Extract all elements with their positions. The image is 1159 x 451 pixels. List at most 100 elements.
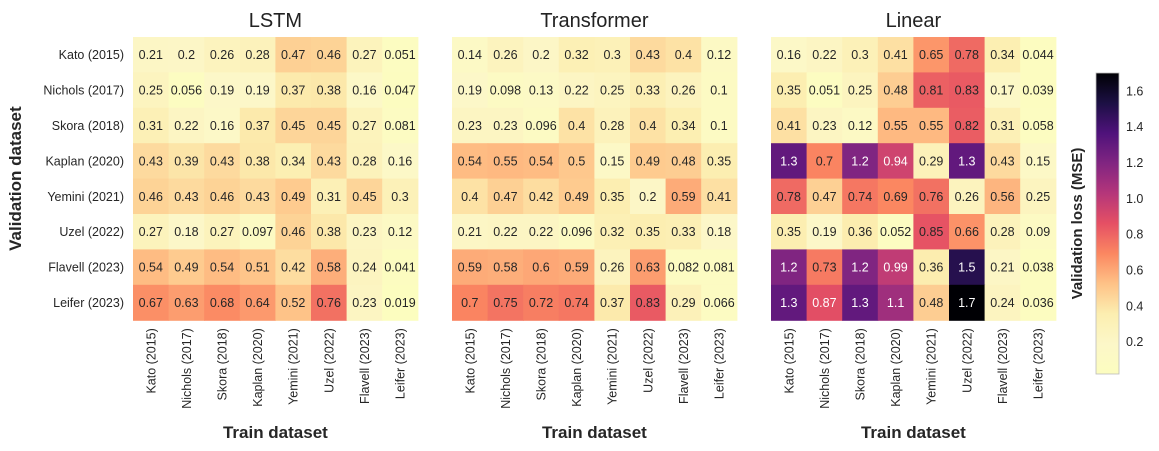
heatmap-cell bbox=[842, 214, 879, 250]
heatmap-cell bbox=[523, 214, 560, 250]
cell-value-label: 0.7 bbox=[816, 154, 833, 168]
heatmap-cell bbox=[168, 178, 205, 215]
cell-value-label: 0.65 bbox=[919, 48, 943, 62]
heatmap-cell bbox=[487, 178, 524, 215]
heatmap-cell bbox=[594, 107, 631, 144]
heatmap-cell bbox=[877, 37, 914, 73]
heatmap-cell bbox=[558, 107, 595, 144]
cell-value-label: 0.43 bbox=[636, 48, 660, 62]
heatmap-panel-1: LSTM 0.21 0.2 0.26 0.28 0.47 0.46 0.27 0.051 0.25… bbox=[6, 10, 419, 442]
cell-value-label: 0.47 bbox=[812, 190, 836, 204]
heatmap-cell bbox=[168, 37, 205, 73]
cell-value-label: 0.81 bbox=[919, 84, 943, 98]
heatmap-cell bbox=[558, 178, 595, 215]
heatmap-cell bbox=[558, 214, 595, 250]
heatmap-cell bbox=[382, 107, 419, 144]
cell-value-label: 0.21 bbox=[990, 261, 1014, 275]
x-tick-label: Skora (2018) bbox=[854, 328, 868, 400]
heatmap-cell bbox=[701, 107, 738, 144]
heatmap-cell bbox=[842, 143, 879, 180]
cell-value-label: 0.24 bbox=[352, 261, 376, 275]
heatmap-cell bbox=[949, 107, 986, 144]
heatmap-cell bbox=[558, 284, 595, 321]
heatmap-cell bbox=[133, 249, 170, 286]
heatmap-cell bbox=[842, 284, 879, 321]
cell-value-label: 0.23 bbox=[458, 119, 482, 133]
heatmap-cell bbox=[771, 107, 808, 144]
heatmap-cell bbox=[382, 214, 419, 250]
x-axis-label: Train dataset bbox=[223, 423, 328, 442]
cell-value-label: 0.23 bbox=[352, 296, 376, 310]
heatmap-cell bbox=[594, 72, 631, 109]
heatmap-cell bbox=[382, 178, 419, 215]
heatmap-cell bbox=[984, 107, 1021, 144]
y-tick-label: Skora (2018) bbox=[52, 119, 124, 133]
heatmap-cell bbox=[452, 72, 489, 109]
cell-value-label: 0.16 bbox=[352, 84, 376, 98]
cell-value-label: 0.67 bbox=[139, 296, 163, 310]
heatmap-cell bbox=[168, 107, 205, 144]
heatmap-cell bbox=[701, 284, 738, 321]
cell-value-label: 0.17 bbox=[990, 84, 1014, 98]
heatmap-cell bbox=[346, 72, 383, 109]
cell-value-label: 0.044 bbox=[1022, 48, 1053, 62]
heatmap-cell bbox=[949, 178, 986, 215]
heatmap-cell bbox=[771, 37, 808, 73]
cell-value-label: 0.37 bbox=[600, 296, 624, 310]
cell-value-label: 1.2 bbox=[851, 154, 868, 168]
cell-value-label: 0.22 bbox=[174, 119, 198, 133]
heatmap-cell bbox=[275, 214, 312, 250]
heatmap-cell bbox=[311, 214, 348, 250]
x-tick-label: Flavell (2023) bbox=[358, 328, 372, 404]
x-tick-label: Kato (2015) bbox=[782, 328, 796, 393]
heatmap-cell bbox=[311, 178, 348, 215]
cell-value-label: 0.58 bbox=[493, 261, 517, 275]
cell-value-label: 0.43 bbox=[174, 190, 198, 204]
cell-value-label: 0.59 bbox=[458, 261, 482, 275]
heatmap-cell bbox=[665, 214, 702, 250]
heatmap-cell bbox=[913, 284, 950, 321]
cell-value-label: 0.2 bbox=[178, 48, 195, 62]
x-tick-label: Kaplan (2020) bbox=[251, 328, 265, 407]
heatmap-cell bbox=[771, 72, 808, 109]
heatmap-cell bbox=[806, 284, 843, 321]
heatmap-cell bbox=[452, 107, 489, 144]
heatmap-cell bbox=[806, 178, 843, 215]
heatmap-cell bbox=[487, 284, 524, 321]
x-tick-label: Kato (2015) bbox=[463, 328, 477, 393]
y-tick-label: Kato (2015) bbox=[59, 48, 124, 62]
x-tick-label: Yemini (2021) bbox=[925, 328, 939, 405]
heatmap-cell bbox=[842, 107, 879, 144]
cell-value-label: 0.59 bbox=[564, 261, 588, 275]
heatmap-cell bbox=[771, 214, 808, 250]
cell-value-label: 0.15 bbox=[1026, 154, 1050, 168]
cell-value-label: 0.34 bbox=[990, 48, 1014, 62]
heatmap-cell bbox=[204, 214, 241, 250]
cell-value-label: 0.6 bbox=[532, 261, 549, 275]
heatmap-cell bbox=[949, 249, 986, 286]
cell-value-label: 0.36 bbox=[848, 225, 872, 239]
heatmap-cell bbox=[168, 249, 205, 286]
cell-value-label: 0.12 bbox=[707, 48, 731, 62]
heatmap-cell bbox=[239, 143, 276, 180]
heatmap-cell bbox=[877, 72, 914, 109]
heatmap-cell bbox=[630, 284, 667, 321]
heatmap-cell bbox=[630, 107, 667, 144]
cell-value-label: 0.18 bbox=[174, 225, 198, 239]
cell-value-label: 0.26 bbox=[600, 261, 624, 275]
heatmap-cell bbox=[275, 249, 312, 286]
cell-value-label: 0.3 bbox=[604, 48, 621, 62]
heatmap-cell bbox=[204, 107, 241, 144]
cell-value-label: 0.66 bbox=[955, 225, 979, 239]
heatmap-cell bbox=[701, 249, 738, 286]
cell-value-label: 0.24 bbox=[990, 296, 1014, 310]
cell-value-label: 0.54 bbox=[458, 154, 482, 168]
heatmap-cell bbox=[346, 143, 383, 180]
cell-value-label: 0.036 bbox=[1022, 296, 1053, 310]
cell-value-label: 0.46 bbox=[317, 48, 341, 62]
cell-value-label: 0.041 bbox=[384, 261, 415, 275]
heatmap-cell bbox=[487, 72, 524, 109]
heatmap-cell bbox=[346, 214, 383, 250]
cell-value-label: 0.33 bbox=[636, 84, 660, 98]
cell-value-label: 0.22 bbox=[493, 225, 517, 239]
